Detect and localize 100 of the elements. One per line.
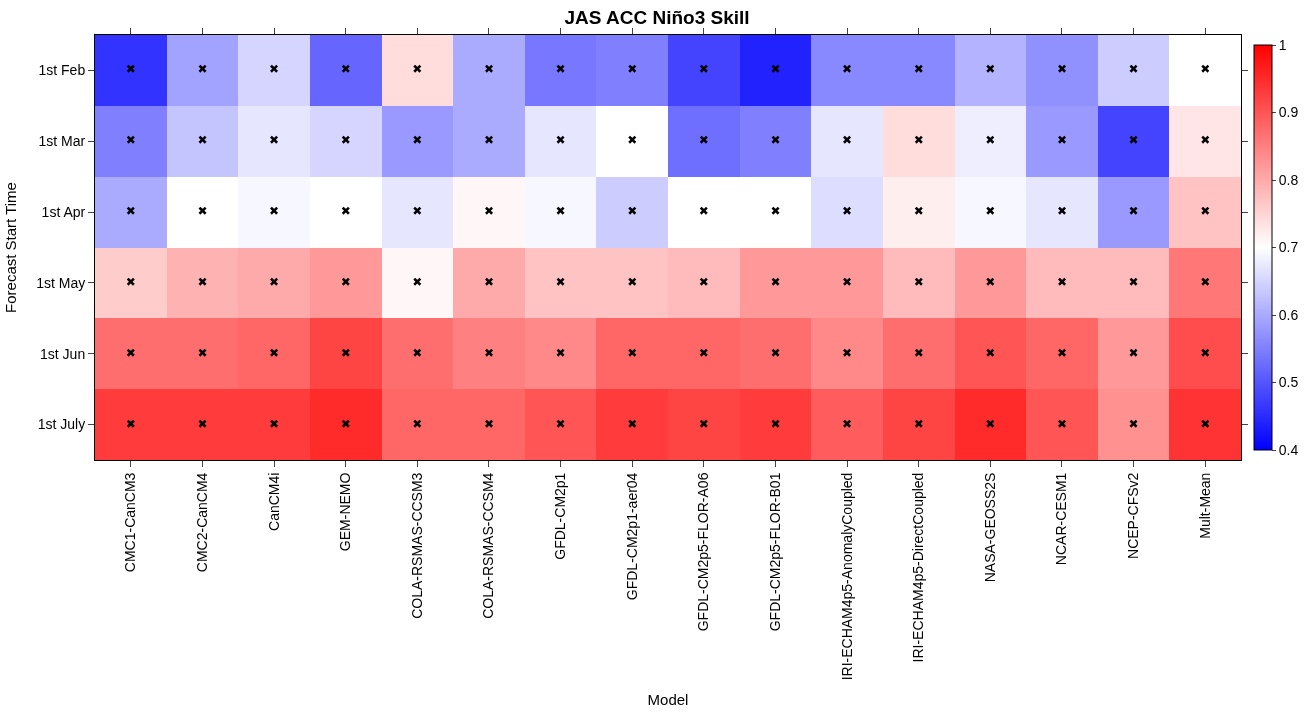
data-label: ✖	[770, 62, 781, 77]
data-label: ✖	[1056, 204, 1067, 219]
data-label: ✖	[269, 416, 280, 431]
data-label: ✖	[555, 345, 566, 360]
data-label: ✖	[627, 204, 638, 219]
color-bar-label: 0.7	[1278, 239, 1299, 256]
data-label: ✖	[1056, 274, 1067, 289]
color-bar-label: 0.6	[1278, 306, 1299, 323]
x-tick-label: IRI-ECHAM4p5-DirectCoupled	[910, 472, 927, 663]
data-label: ✖	[269, 204, 280, 219]
data-label: ✖	[1128, 345, 1139, 360]
x-tick-label: GFDL-CM2p1-aer04	[623, 472, 640, 601]
data-label: ✖	[340, 204, 351, 219]
x-tick-label: CMC2-CanCM4	[193, 472, 210, 573]
data-label: ✖	[913, 274, 924, 289]
data-label: ✖	[1128, 133, 1139, 148]
x-tick-label: IRI-ECHAM4p5-AnomalyCoupled	[838, 472, 855, 681]
data-label: ✖	[197, 204, 208, 219]
y-tick-label: 1st Feb	[38, 62, 86, 79]
y-axis-title: Forecast Start Time	[2, 182, 20, 313]
data-label: ✖	[340, 345, 351, 360]
data-label: ✖	[913, 62, 924, 77]
data-label: ✖	[197, 133, 208, 148]
data-label: ✖	[1200, 62, 1211, 77]
x-tick-label: GFDL-CM2p5-FLOR-A06	[695, 472, 712, 632]
data-label: ✖	[1128, 416, 1139, 431]
color-bar-label: 0.5	[1278, 374, 1299, 391]
data-label: ✖	[842, 345, 853, 360]
x-tick-label: GFDL-CM2p1	[552, 472, 569, 560]
data-label: ✖	[985, 133, 996, 148]
data-label: ✖	[770, 274, 781, 289]
data-label: ✖	[125, 416, 136, 431]
data-label: ✖	[412, 416, 423, 431]
data-label: ✖	[197, 274, 208, 289]
data-label: ✖	[483, 416, 494, 431]
data-label: ✖	[627, 62, 638, 77]
x-tick-label: NCAR-CESM1	[1053, 472, 1070, 566]
data-label: ✖	[1128, 204, 1139, 219]
data-label: ✖	[770, 204, 781, 219]
data-label: ✖	[197, 345, 208, 360]
data-label: ✖	[483, 274, 494, 289]
data-label: ✖	[125, 345, 136, 360]
data-label: ✖	[770, 133, 781, 148]
y-tick-label: 1st Apr	[41, 203, 86, 220]
data-label: ✖	[269, 274, 280, 289]
data-label: ✖	[483, 204, 494, 219]
data-label: ✖	[340, 416, 351, 431]
x-tick-label: NASA-GEOSS2S	[981, 472, 998, 583]
data-label: ✖	[1056, 133, 1067, 148]
data-label: ✖	[842, 133, 853, 148]
data-label: ✖	[125, 62, 136, 77]
color-bar-label: 0.8	[1278, 171, 1299, 188]
x-tick-label: CMC1-CanCM3	[122, 472, 139, 573]
data-label: ✖	[555, 204, 566, 219]
x-axis-title: Model	[647, 691, 689, 709]
data-label: ✖	[842, 274, 853, 289]
data-label: ✖	[985, 416, 996, 431]
data-label: ✖	[555, 416, 566, 431]
data-label: ✖	[913, 345, 924, 360]
data-label: ✖	[197, 416, 208, 431]
data-label: ✖	[842, 204, 853, 219]
y-tick-label: 1st May	[36, 274, 86, 291]
data-label: ✖	[125, 204, 136, 219]
data-label: ✖	[555, 62, 566, 77]
data-label: ✖	[770, 345, 781, 360]
x-tick-label: GFDL-CM2p5-FLOR-B01	[766, 472, 783, 632]
x-tick-label: COLA-RSMAS-CCSM4	[480, 472, 497, 619]
data-label: ✖	[698, 274, 709, 289]
data-label: ✖	[1056, 62, 1067, 77]
data-label: ✖	[1128, 274, 1139, 289]
data-label: ✖	[412, 62, 423, 77]
data-label: ✖	[340, 62, 351, 77]
data-label: ✖	[483, 345, 494, 360]
data-label: ✖	[412, 204, 423, 219]
x-tick-label: GEM-NEMO	[337, 472, 354, 552]
y-tick-label: 1st Mar	[38, 133, 86, 150]
x-tick-label: Mult-Mean	[1196, 472, 1213, 539]
x-tick-label: CanCM4i	[265, 472, 282, 531]
data-label: ✖	[627, 416, 638, 431]
data-label: ✖	[770, 416, 781, 431]
data-label: ✖	[985, 204, 996, 219]
data-label: ✖	[1200, 274, 1211, 289]
data-label: ✖	[197, 62, 208, 77]
color-bar-label: 0.4	[1278, 441, 1299, 458]
data-label: ✖	[985, 274, 996, 289]
color-bar-label: 1	[1278, 36, 1287, 53]
data-label: ✖	[913, 416, 924, 431]
data-label: ✖	[412, 133, 423, 148]
color-bar-label: 0.9	[1278, 104, 1299, 121]
data-label: ✖	[269, 345, 280, 360]
data-label: ✖	[555, 133, 566, 148]
data-label: ✖	[340, 133, 351, 148]
data-label: ✖	[698, 133, 709, 148]
data-label: ✖	[555, 274, 566, 289]
data-label: ✖	[1056, 345, 1067, 360]
data-label: ✖	[627, 345, 638, 360]
data-label: ✖	[985, 345, 996, 360]
data-label: ✖	[1200, 133, 1211, 148]
data-label: ✖	[698, 62, 709, 77]
data-label: ✖	[627, 274, 638, 289]
